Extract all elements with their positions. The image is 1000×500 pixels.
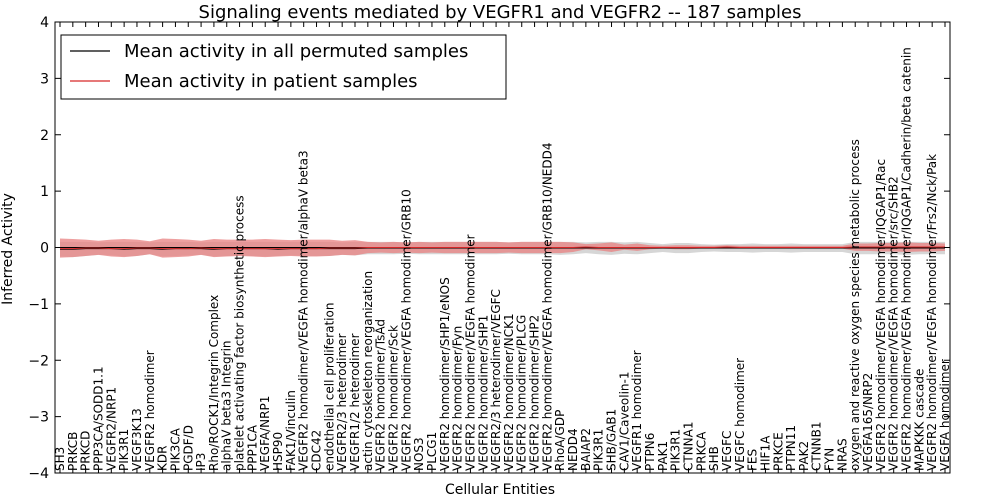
x-tick-label: CAV1/Caveolin-1 <box>617 371 631 471</box>
x-tick-label: PTPN11 <box>784 425 798 471</box>
x-tick-label: PPP3CA/SODD1.1 <box>91 366 105 471</box>
x-tick-label: FES <box>746 449 760 471</box>
x-tick-label: PPP1CA <box>245 424 259 471</box>
x-tick-label: VEGFA homodimer <box>938 359 952 471</box>
x-tick-label: PIK3CA <box>168 427 182 471</box>
y-tick-label: 2 <box>40 128 49 144</box>
plot-area <box>55 238 950 258</box>
x-tick-label: HIF1A <box>758 435 772 471</box>
x-tick-label: PRKCB <box>66 432 80 471</box>
x-tick-label: VEGFR2 homodimer/VEGFA homodimer/GRB10 <box>399 189 413 471</box>
x-tick-label: VEGFR2 homodimer/Sck <box>386 325 400 471</box>
x-tick-label: VEGFR2 homodimer/SHP1/eNOS <box>438 277 452 471</box>
x-tick-label: PRKCE <box>771 432 785 471</box>
x-tick-label: PGDF/D <box>181 425 195 471</box>
x-tick-label: platelet activating factor biosynthetic … <box>233 195 247 471</box>
x-tick-label: PIK3R1 <box>592 429 606 471</box>
x-tick-label: FAK1/Vinculin <box>284 390 298 471</box>
x-tick-label: VEGFR2 homodimer/VEGFA homodimer/IQGAP1/… <box>900 47 914 471</box>
x-tick-label: Rho/ROCK1/Integrin Complex <box>207 295 221 471</box>
x-tick-label: VEGFC <box>720 431 734 471</box>
x-tick-label: NEDD4 <box>566 428 580 471</box>
x-tick-label: VEGFR2 homodimer/NCK1 <box>502 313 516 471</box>
x-tick-label: HSP90 <box>271 432 285 471</box>
x-tick-label: CTNNB1 <box>810 421 824 471</box>
x-tick-label: SH3 <box>53 447 67 471</box>
x-tick-label: PRKCA <box>694 431 708 471</box>
x-tick-label: VEGFR2 homodimer/VEGFA homodimer/IQGAP1/… <box>874 159 888 471</box>
x-tick-label: alphaV beta3 Integrin <box>220 340 234 471</box>
x-tick-label: KDR <box>156 446 170 471</box>
x-axis-label: Cellular Entities <box>445 482 555 498</box>
y-tick-label: 4 <box>40 15 49 31</box>
x-tick-label: NOS3 <box>412 437 426 471</box>
x-tick-label: VEGFR2 homodimer/Fyn <box>451 326 465 471</box>
x-tick-label: VEGFR2 homodimer/TsAd <box>374 319 388 471</box>
x-tick-label: PIK3R1 <box>669 429 683 471</box>
y-tick-label: 1 <box>40 184 49 200</box>
legend-label-patient: Mean activity in patient samples <box>124 71 418 92</box>
x-tick-label: VEGFR2 homodimer/SHP2 <box>528 315 542 471</box>
x-tick-label: MAPKKK cascade <box>912 369 926 471</box>
legend-box <box>60 34 507 100</box>
y-axis-label: Inferred Activity <box>0 193 16 305</box>
x-tick-label: VEGFR2/NRP1 <box>104 387 118 471</box>
x-tick-label: BAIAP2 <box>579 428 593 471</box>
x-tick-label: VEGFR1 homodimer <box>630 350 644 471</box>
x-tick-label: VEGFR2/3 heterodimer <box>335 333 349 471</box>
y-tick-label: 0 <box>40 241 49 257</box>
y-tick-label: 3 <box>40 71 49 87</box>
x-tick-label: oxygen and reactive oxygen species metab… <box>848 139 862 471</box>
legend: Mean activity in all permuted samples Me… <box>60 34 507 100</box>
x-tick-label: RhoA/GDP <box>553 410 567 471</box>
x-tick-label: VEGFR2 homodimer/VEGFA homodimer/alphaV … <box>297 150 311 471</box>
x-tick-label: VEGFR2 homodimer/SHP1 <box>476 315 490 471</box>
x-tick-label: VEGFR2 homodimer/VEGFA homodimer/Frs2/Nc… <box>925 154 939 471</box>
chart-title: Signaling events mediated by VEGFR1 and … <box>199 2 802 23</box>
x-tick-label: VEGFA165/NRP2 <box>861 373 875 471</box>
x-tick-label: SHB <box>707 446 721 471</box>
x-tick-label: CDC42 <box>310 430 324 471</box>
x-tick-label: VEGFA/NRP1 <box>258 396 272 471</box>
x-tick-label: VEGFR2 homodimer/VEGFA homodimer/GRB10/N… <box>540 142 554 471</box>
x-tick-label: PRKCD <box>79 431 93 471</box>
x-tick-label: endothelial cell proliferation <box>322 303 336 471</box>
x-tick-label: VEGFR2/3 heterodimer/VEGFC <box>489 289 503 471</box>
series-line-patient <box>60 246 945 250</box>
legend-label-permuted: Mean activity in all permuted samples <box>124 41 468 62</box>
x-tick-label: PLCG1 <box>425 432 439 471</box>
x-tick-label: VEGFR1/2 heterodimer <box>348 333 362 471</box>
x-tick-label: CTNNA1 <box>681 421 695 471</box>
x-tick-label: IP3 <box>194 453 208 471</box>
x-tick-label: VEGFR2 homodimer/VEGFA homodimer/src/SHB… <box>887 176 901 471</box>
x-tick-label: PIK3R1 <box>117 429 131 471</box>
series-line-permuted <box>60 247 945 250</box>
x-tick-label: VEGFC homodimer <box>733 358 747 471</box>
x-tick-label: VEGFR2 homodimer <box>143 350 157 471</box>
x-tick-label: actin cytoskeleton reorganization <box>361 271 375 471</box>
x-tick-label: PTPN6 <box>643 433 657 471</box>
x-tick-label: VEGFR2 homodimer/VEGFA homodimer <box>463 234 477 471</box>
y-tick-label: −4 <box>28 466 49 482</box>
x-tick-label: PAK2 <box>797 441 811 471</box>
y-axis: −4 −3 −2 −1 0 1 2 3 4 <box>28 15 950 482</box>
x-axis-labels: SH3PRKCBPRKCDPPP3CA/SODD1.1VEGFR2/NRP1PI… <box>53 22 952 473</box>
y-tick-label: −3 <box>28 410 49 426</box>
x-tick-label: VEGF3K13 <box>130 408 144 471</box>
x-tick-label: VEGFR2 homodimer/PLCG <box>515 315 529 471</box>
x-tick-label: FYN <box>823 448 837 471</box>
x-tick-label: NRAS <box>835 438 849 471</box>
x-tick-label: SHB/GAB1 <box>605 409 619 471</box>
y-tick-label: −2 <box>28 353 49 369</box>
y-tick-label: −1 <box>28 297 49 313</box>
x-tick-label: PAK1 <box>656 441 670 471</box>
